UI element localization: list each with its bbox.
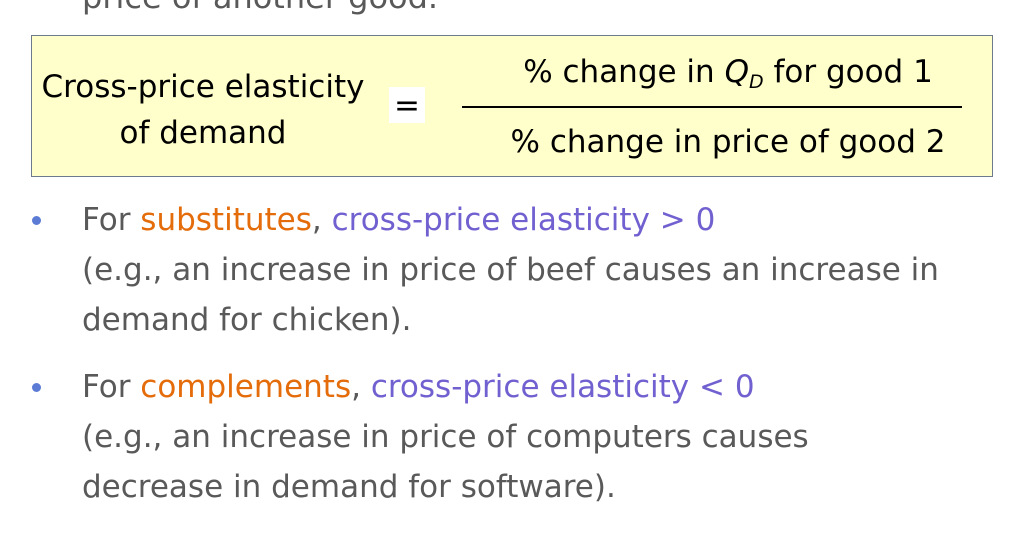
- formula-lhs: Cross-price elasticity of demand: [32, 64, 374, 156]
- formula-lhs-line1: Cross-price elasticity: [41, 69, 365, 105]
- bullet-headline: For substitutes, cross-price elasticity …: [82, 195, 939, 245]
- quantity-demanded-symbol: QD: [724, 54, 764, 93]
- example-line1: (e.g., an increase in price of beef caus…: [82, 252, 939, 288]
- formula-numerator: % change in QD for good 1: [460, 50, 996, 104]
- example-line1: (e.g., an increase in price of computers…: [82, 419, 809, 455]
- bullet-complements: For complements, cross-price elasticity …: [32, 362, 809, 512]
- bullet-dot-icon: [32, 216, 41, 225]
- fraction-bar: [462, 106, 962, 108]
- numerator-post: for good 1: [763, 54, 933, 90]
- bullet-comma: ,: [311, 202, 332, 238]
- rule-complements: cross-price elasticity < 0: [370, 369, 755, 405]
- rule-substitutes: cross-price elasticity > 0: [331, 202, 716, 238]
- d-subscript: D: [748, 71, 764, 93]
- numerator-pre: % change in: [523, 54, 725, 90]
- keyword-complements: complements: [140, 369, 352, 405]
- equals-sign: =: [389, 87, 425, 124]
- keyword-substitutes: substitutes: [140, 202, 312, 238]
- example-line2: decrease in demand for software).: [82, 469, 616, 505]
- bullet-prefix: For: [82, 202, 141, 238]
- example-line2: demand for chicken).: [82, 302, 412, 338]
- bullet-prefix: For: [82, 369, 141, 405]
- previous-text-cut: price of another good.: [82, 0, 438, 16]
- formula-lhs-line2: of demand: [119, 115, 287, 151]
- bullet-headline: For complements, cross-price elasticity …: [82, 362, 809, 412]
- formula-denominator: % change in price of good 2: [510, 124, 946, 160]
- bullet-comma: ,: [351, 369, 371, 405]
- formula-box: Cross-price elasticity of demand = % cha…: [31, 35, 993, 177]
- bullet-substitutes: For substitutes, cross-price elasticity …: [32, 195, 939, 345]
- bullet-dot-icon: [32, 383, 41, 392]
- q-letter: Q: [724, 54, 749, 90]
